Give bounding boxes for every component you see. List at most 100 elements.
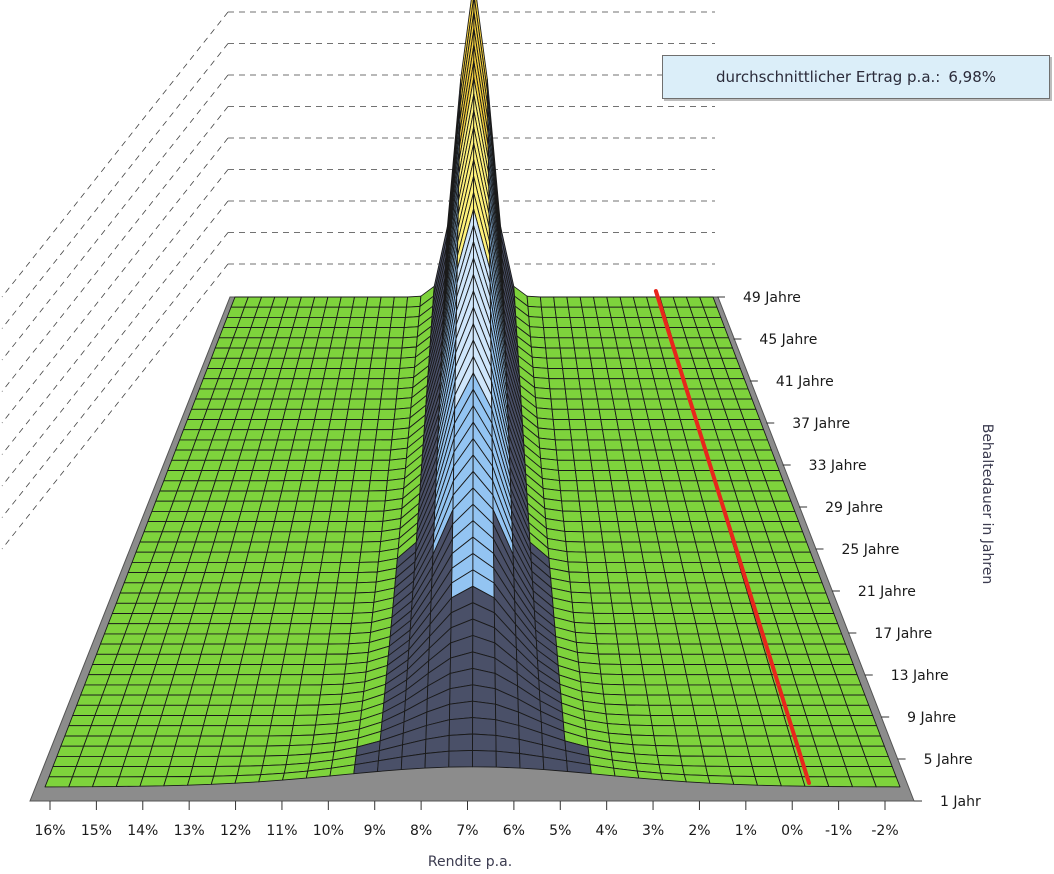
surface-cell	[353, 368, 371, 380]
surface-cell	[151, 602, 177, 614]
surface-cell	[702, 572, 726, 584]
surface-cell	[656, 633, 681, 645]
surface-cell	[281, 561, 304, 574]
surface-cell	[695, 623, 720, 635]
surface-cell	[334, 316, 351, 329]
surface-cell	[388, 327, 405, 339]
surface-cell	[586, 337, 604, 349]
surface-cell	[617, 521, 639, 533]
surface-cell	[349, 621, 373, 635]
surface-cell	[752, 684, 779, 696]
surface-cell	[332, 398, 351, 410]
surface-cell	[374, 327, 391, 339]
surface-cell	[376, 418, 395, 431]
surface-cell	[548, 378, 566, 390]
surface-cell	[643, 398, 663, 410]
surface-cell	[780, 521, 804, 533]
surface-cell	[576, 480, 596, 492]
surface-cell	[612, 327, 630, 339]
surface-cell	[626, 572, 649, 584]
surface-cell	[610, 480, 631, 492]
surface-cell	[872, 776, 901, 788]
surface-cell	[592, 612, 616, 625]
surface-cell	[674, 459, 695, 471]
surface-cell	[761, 470, 784, 482]
surface-cell	[287, 531, 310, 543]
surface-cell	[692, 531, 715, 543]
surface-cell	[305, 449, 326, 461]
y-tick-label: 25 Jahre	[842, 542, 900, 558]
surface-cell	[189, 765, 217, 777]
surface-cell	[158, 715, 185, 727]
surface-cell	[727, 592, 752, 604]
surface-cell	[559, 347, 577, 359]
surface-cell	[802, 704, 829, 716]
surface-cell	[603, 693, 628, 706]
surface-cell	[280, 664, 305, 676]
surface-cell	[134, 653, 160, 665]
surface-cell	[640, 459, 661, 471]
surface-cell	[96, 643, 122, 655]
surface-cell	[245, 551, 268, 563]
surface-cell	[651, 510, 673, 523]
surface-cell	[318, 470, 339, 482]
surface-cell	[320, 378, 339, 390]
surface-cell	[166, 766, 194, 778]
surface-cell	[622, 551, 645, 563]
surface-cell	[570, 591, 593, 604]
surface-cell	[714, 704, 740, 716]
surface-cell	[316, 703, 342, 716]
surface-cell	[333, 592, 356, 604]
surface-cell	[643, 561, 666, 574]
x-tick-label: 8%	[410, 823, 432, 839]
surface-cell	[564, 388, 583, 400]
surface-cell	[647, 490, 668, 502]
surface-cell	[303, 653, 327, 665]
surface-cell	[155, 653, 181, 665]
surface-cell	[353, 591, 376, 604]
surface-cell	[845, 766, 874, 778]
surface-cell	[624, 694, 650, 706]
surface-cell	[629, 490, 651, 502]
surface-cell	[747, 429, 768, 441]
surface-cell	[786, 653, 812, 665]
surface-cell	[205, 704, 232, 716]
surface-cell	[294, 500, 316, 512]
surface-cell	[627, 714, 653, 727]
surface-cell	[142, 694, 169, 706]
surface-cell	[614, 408, 634, 420]
surface-cell	[337, 459, 357, 471]
surface-cell	[252, 694, 278, 706]
x-tick-label: 14%	[127, 823, 158, 839]
surface-cell	[48, 766, 77, 778]
surface-cell	[244, 633, 269, 645]
surface-cell	[668, 592, 692, 604]
surface-cell	[123, 684, 150, 696]
surface-cell	[556, 459, 576, 471]
surface-cell	[723, 653, 749, 665]
surface-cell	[300, 337, 319, 349]
surface-cell	[791, 551, 815, 563]
surface-cell	[698, 735, 725, 747]
surface-cell	[302, 551, 324, 563]
surface-cell	[135, 592, 160, 604]
surface-cell	[344, 521, 366, 533]
surface-cell	[818, 755, 847, 768]
surface-cell	[600, 531, 622, 543]
surface-cell	[191, 674, 218, 686]
surface-cell	[381, 378, 400, 390]
surface-cell	[234, 774, 262, 784]
surface-cell	[710, 602, 735, 614]
surface-cell	[255, 510, 278, 523]
surface-cell	[672, 715, 698, 727]
surface-cell	[188, 551, 212, 563]
surface-cell	[651, 602, 674, 614]
surface-cell	[530, 346, 548, 359]
surface-cell	[351, 378, 370, 390]
surface-cell	[379, 398, 397, 410]
surface-cell	[669, 439, 690, 451]
surface-cell	[144, 623, 170, 635]
surface-cell	[72, 766, 100, 778]
surface-cell	[240, 500, 263, 512]
surface-cell	[385, 347, 403, 359]
